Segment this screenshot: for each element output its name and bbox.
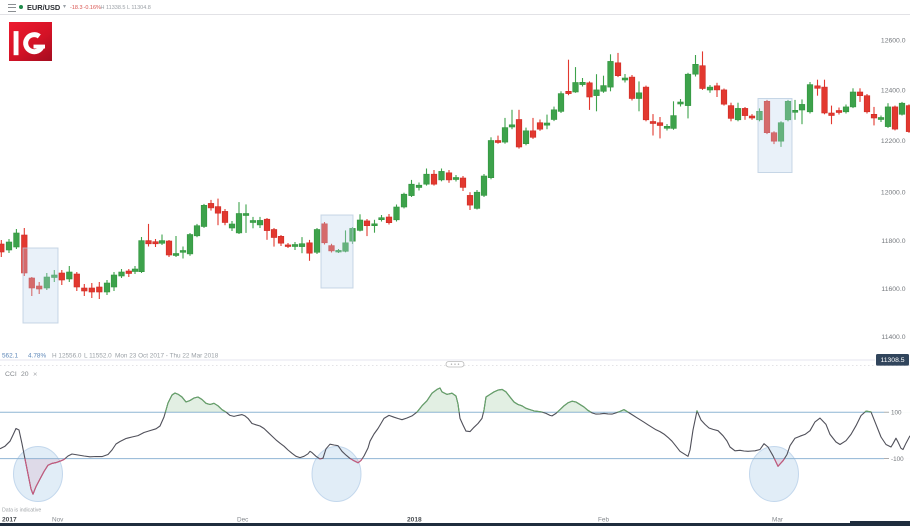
svg-text:H 12556.0: H 12556.0: [52, 353, 82, 360]
svg-text:CCI: CCI: [5, 371, 17, 378]
svg-text:Nov: Nov: [52, 517, 64, 524]
svg-text:100: 100: [891, 410, 902, 417]
svg-text:11600.0: 11600.0: [881, 286, 905, 293]
svg-text:L 11552.0: L 11552.0: [84, 353, 112, 360]
svg-text:11800.0: 11800.0: [881, 238, 905, 245]
svg-text:2017: 2017: [2, 517, 17, 524]
svg-text:12600.0: 12600.0: [881, 37, 906, 44]
svg-text:12200.0: 12200.0: [881, 138, 906, 145]
svg-text:4.78%: 4.78%: [28, 353, 46, 360]
svg-text:11400.0: 11400.0: [881, 334, 905, 341]
svg-text:Mon 23 Oct 2017 - Thu 22 Mar 2: Mon 23 Oct 2017 - Thu 22 Mar 2018: [115, 353, 219, 360]
svg-text:12400.0: 12400.0: [881, 87, 906, 94]
svg-text:562.1: 562.1: [2, 353, 18, 360]
svg-text:Feb: Feb: [598, 517, 609, 524]
svg-text:-100: -100: [891, 456, 904, 463]
svg-text:Data is indicative: Data is indicative: [2, 508, 41, 514]
svg-text:2018: 2018: [407, 517, 422, 524]
svg-text:Dec: Dec: [237, 517, 249, 524]
svg-text:Mar: Mar: [772, 517, 784, 524]
svg-text:12000.0: 12000.0: [881, 189, 906, 196]
svg-text:20: 20: [21, 371, 29, 378]
svg-text:×: ×: [33, 370, 37, 379]
svg-text:11308.5: 11308.5: [880, 357, 904, 364]
